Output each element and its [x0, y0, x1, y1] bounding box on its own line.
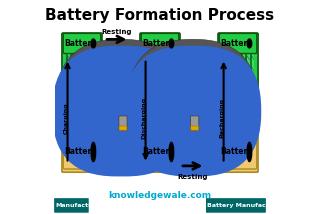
- Text: Charging: Charging: [63, 102, 68, 134]
- FancyBboxPatch shape: [115, 104, 127, 124]
- Text: Recharging: Recharging: [220, 98, 224, 138]
- Polygon shape: [93, 37, 96, 130]
- Polygon shape: [247, 37, 250, 130]
- Text: Battery: Battery: [64, 147, 96, 156]
- Polygon shape: [243, 37, 245, 130]
- Text: Battery: Battery: [142, 147, 174, 156]
- FancyBboxPatch shape: [115, 118, 127, 124]
- Ellipse shape: [169, 39, 174, 48]
- FancyBboxPatch shape: [62, 132, 102, 172]
- FancyBboxPatch shape: [124, 46, 261, 176]
- Polygon shape: [227, 37, 229, 130]
- FancyBboxPatch shape: [219, 33, 257, 54]
- FancyBboxPatch shape: [191, 126, 199, 130]
- Polygon shape: [84, 37, 87, 130]
- Polygon shape: [151, 37, 153, 130]
- Polygon shape: [238, 37, 240, 130]
- Text: Battery Formation Process: Battery Formation Process: [45, 8, 275, 23]
- Polygon shape: [66, 37, 68, 130]
- Text: Resting: Resting: [101, 29, 132, 35]
- Polygon shape: [160, 37, 162, 130]
- Polygon shape: [222, 37, 224, 130]
- FancyBboxPatch shape: [128, 39, 258, 168]
- Polygon shape: [148, 37, 151, 130]
- Text: Discharging: Discharging: [141, 97, 146, 139]
- FancyBboxPatch shape: [141, 33, 179, 54]
- Polygon shape: [231, 37, 234, 130]
- Polygon shape: [245, 37, 247, 130]
- FancyBboxPatch shape: [187, 104, 199, 124]
- Polygon shape: [174, 37, 176, 130]
- FancyBboxPatch shape: [141, 135, 179, 169]
- FancyBboxPatch shape: [191, 116, 199, 131]
- Polygon shape: [147, 37, 148, 130]
- Polygon shape: [158, 37, 160, 130]
- FancyBboxPatch shape: [140, 33, 180, 134]
- FancyBboxPatch shape: [119, 116, 127, 131]
- Text: Manufacturing: Manufacturing: [55, 203, 107, 208]
- Polygon shape: [153, 37, 156, 130]
- Text: Battery: Battery: [64, 39, 96, 48]
- Polygon shape: [229, 37, 231, 130]
- Polygon shape: [252, 37, 254, 130]
- FancyBboxPatch shape: [119, 126, 127, 130]
- FancyBboxPatch shape: [62, 33, 102, 134]
- Polygon shape: [96, 37, 98, 130]
- Polygon shape: [167, 37, 170, 130]
- Ellipse shape: [247, 142, 252, 162]
- Polygon shape: [77, 37, 80, 130]
- Polygon shape: [144, 37, 147, 130]
- Polygon shape: [70, 37, 73, 130]
- Polygon shape: [236, 37, 238, 130]
- Text: Battery: Battery: [142, 39, 174, 48]
- Ellipse shape: [247, 39, 252, 48]
- FancyBboxPatch shape: [140, 132, 180, 172]
- Ellipse shape: [91, 39, 96, 48]
- Polygon shape: [172, 37, 174, 130]
- Text: knowledgewale.com: knowledgewale.com: [108, 191, 212, 200]
- Polygon shape: [156, 37, 158, 130]
- Polygon shape: [250, 37, 252, 130]
- Polygon shape: [87, 37, 89, 130]
- FancyBboxPatch shape: [54, 198, 89, 213]
- Polygon shape: [240, 37, 243, 130]
- Polygon shape: [170, 37, 172, 130]
- FancyBboxPatch shape: [206, 198, 266, 213]
- Polygon shape: [80, 37, 82, 130]
- Polygon shape: [234, 37, 236, 130]
- FancyBboxPatch shape: [63, 33, 101, 54]
- Polygon shape: [92, 37, 93, 130]
- Text: Battery: Battery: [220, 39, 252, 48]
- Text: Battery: Battery: [220, 147, 252, 156]
- Polygon shape: [82, 37, 84, 130]
- Polygon shape: [224, 37, 227, 130]
- FancyBboxPatch shape: [52, 46, 189, 176]
- Polygon shape: [68, 37, 70, 130]
- Polygon shape: [75, 37, 77, 130]
- Polygon shape: [89, 37, 92, 130]
- FancyBboxPatch shape: [218, 33, 258, 134]
- Ellipse shape: [169, 142, 174, 162]
- FancyBboxPatch shape: [187, 118, 198, 124]
- Polygon shape: [162, 37, 165, 130]
- Ellipse shape: [91, 142, 96, 162]
- FancyBboxPatch shape: [219, 135, 257, 169]
- Polygon shape: [73, 37, 75, 130]
- Polygon shape: [165, 37, 167, 130]
- FancyBboxPatch shape: [63, 135, 101, 169]
- FancyBboxPatch shape: [218, 132, 258, 172]
- FancyBboxPatch shape: [56, 39, 186, 168]
- Text: Resting: Resting: [177, 174, 208, 180]
- Text: Battery Manufacturing: Battery Manufacturing: [207, 203, 287, 208]
